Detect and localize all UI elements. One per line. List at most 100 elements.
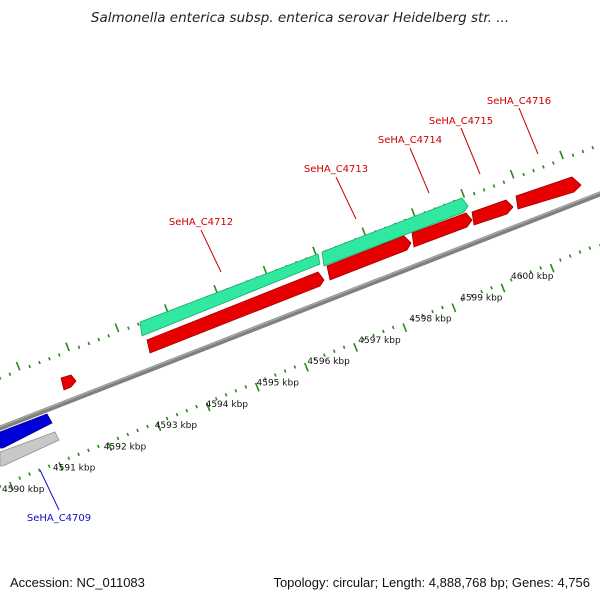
leader-line-4715 [460,127,481,175]
inner-track-tick [185,408,189,413]
outer-track-tick [77,345,81,350]
outer-track-tick [136,322,140,327]
inner-track-tick [9,481,14,491]
leader-line-4713 [335,176,357,220]
inner-track-tick [353,342,359,352]
rna-feature-4712[interactable] [139,253,321,337]
outer-track-tick [522,172,525,177]
inner-track-tick [421,313,425,318]
inner-track-tick [519,274,523,278]
outer-track-tick [551,161,555,165]
outer-track-tick [48,357,51,361]
outer-track-tick [559,150,564,160]
inner-track-tick [500,283,506,293]
outer-track-tick [107,334,111,338]
gene-label-4712[interactable]: SeHA_C4712 [169,217,233,228]
outer-track-tick [472,191,476,196]
cds-feature-4716[interactable] [515,176,582,210]
accession-text: Accession: NC_011083 [10,575,145,590]
inner-track-tick [480,289,484,294]
scale-tick-label: 4591 kbp [53,464,96,474]
scale-tick-label: 4599 kbp [460,293,503,303]
cds-feature-4715[interactable] [471,199,514,226]
cds-feature-4712[interactable] [146,271,325,354]
inner-track-tick [244,385,248,389]
outer-track-tick [15,361,21,371]
pseudo-feature-4709[interactable] [0,431,60,467]
inner-track-tick [264,377,267,381]
gene-label-4709[interactable]: SeHA_C4709 [27,513,91,524]
inner-track-tick [224,393,228,397]
inner-track-tick [568,254,572,258]
inner-track-tick [87,448,90,453]
backbone-highlight [0,191,600,428]
outer-track-tick [532,168,535,173]
leader-line-4712 [200,229,222,273]
outer-track-tick [482,188,486,192]
inner-track-tick [47,464,51,468]
inner-track-tick [234,389,238,393]
outer-track-tick [502,180,506,184]
scale-tick-label: 4593 kbp [155,421,198,431]
outer-track-tick [97,337,101,342]
reverse-cds-feature[interactable] [0,413,53,449]
scale-tick-label: 4597 kbp [358,336,401,346]
outer-track-tick [361,227,367,237]
cds-feature-4713[interactable] [326,235,412,281]
gene-label-4713[interactable]: SeHA_C4713 [304,164,368,175]
inner-track-tick [0,484,2,488]
inner-track-tick [116,436,120,441]
inner-track-tick [529,270,533,274]
inner-track-tick [214,397,218,401]
inner-track-tick [509,278,513,282]
inner-track-tick [254,382,260,392]
inner-track-tick [107,442,113,452]
topology-summary-text: Topology: circular; Length: 4,888,768 bp… [273,575,590,590]
outer-track-tick [28,364,31,369]
scale-tick-label: 4598 kbp [409,315,452,325]
inner-track-tick [332,349,336,353]
inner-track-tick [205,402,211,412]
scale-tick-label: 4595 kbp [257,379,300,389]
inner-track-tick [323,353,326,357]
outer-track-tick [57,353,61,357]
outer-track-tick [492,184,496,188]
scale-tick-label: 4590 kbp [2,485,45,495]
rna-feature-4713[interactable] [321,197,469,267]
gene-label-4716[interactable]: SeHA_C4716 [487,96,551,107]
inner-track-tick [588,246,592,250]
inner-track-tick [18,476,22,480]
inner-track-tick [451,303,457,313]
inner-track-tick [402,323,408,333]
cds-feature-4714[interactable] [411,212,473,248]
outer-track-tick [127,326,130,330]
map-title: Salmonella enterica subsp. enterica sero… [91,10,509,26]
inner-track-tick [391,325,395,330]
inner-track-tick [175,412,179,417]
inner-track-tick [146,424,149,429]
cds-feature-small[interactable] [60,374,77,391]
gene-label-4714[interactable]: SeHA_C4714 [378,135,442,146]
leader-line-4716 [518,107,539,155]
outer-track-tick [460,188,466,198]
scale-tick-label: 4594 kbp [206,400,249,410]
inner-track-tick [490,286,493,290]
inner-track-tick [539,266,543,270]
outer-track-tick [213,284,219,294]
outer-track-tick [262,265,268,275]
inner-track-tick [273,373,277,377]
inner-track-tick [460,297,464,302]
inner-track-tick [96,444,100,449]
inner-track-tick [58,461,64,471]
inner-track-tick [136,428,139,433]
inner-track-tick [470,293,474,298]
gene-label-4715[interactable]: SeHA_C4715 [429,116,493,127]
inner-track-tick [342,345,346,350]
inner-track-tick [549,263,555,273]
scale-tick-label: 4592 kbp [104,442,147,452]
outer-track-tick [87,341,91,346]
inner-track-tick [362,337,366,342]
inner-track-tick [77,452,80,457]
outer-track-tick [8,372,12,376]
inner-track-tick [283,369,287,373]
